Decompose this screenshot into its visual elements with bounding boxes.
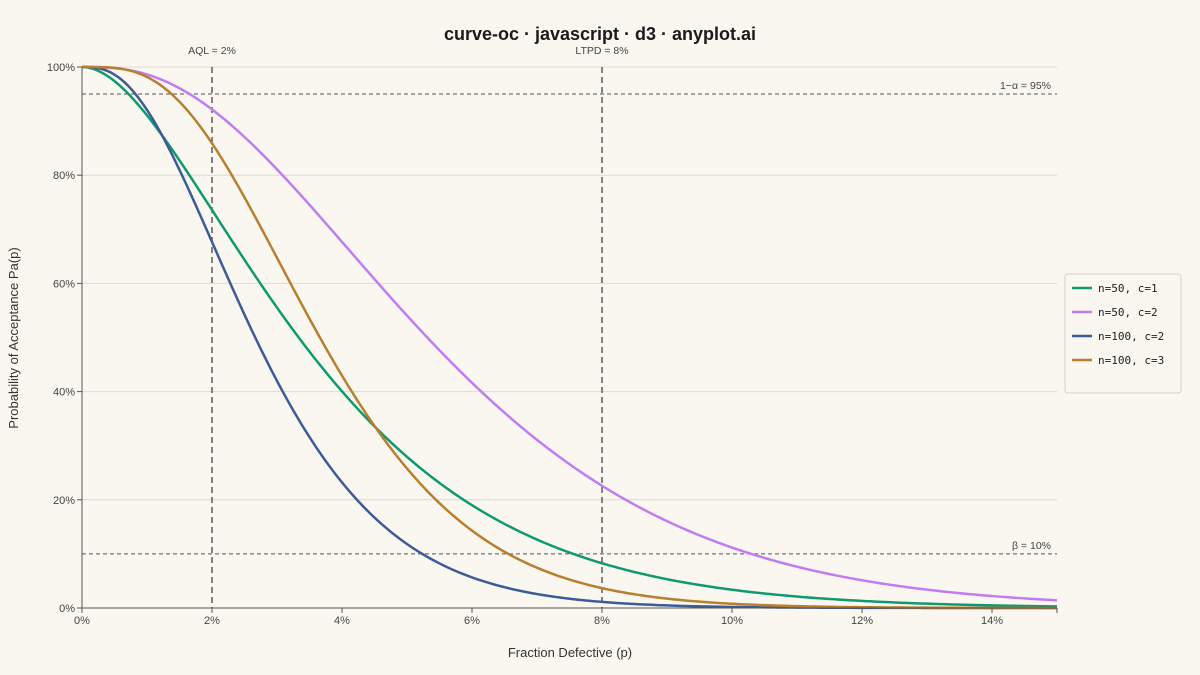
legend-label: n=50, c=2 [1098, 306, 1158, 319]
x-tick-label: 14% [981, 615, 1003, 627]
legend-label: n=50, c=1 [1098, 282, 1158, 295]
gridlines [82, 66, 1057, 501]
y-tick-label: 100% [47, 62, 75, 74]
legend: n=50, c=1 n=50, c=2 n=100, c=2 n=100, c=3 [1064, 273, 1182, 394]
x-tick-label: 12% [851, 615, 873, 627]
series-line [81, 65, 1058, 608]
series-line [82, 65, 1058, 602]
reference-lines: 1−α = 95% β = 10% AQL = 2% LTPD = 8% [82, 45, 1057, 608]
y-tick-label: 20% [53, 495, 75, 507]
x-tick-label: 6% [464, 615, 480, 627]
x-tick-label: 4% [334, 615, 350, 627]
y-tick-label: 80% [53, 170, 75, 182]
series-line [81, 65, 1057, 610]
y-tick-label: 40% [53, 387, 75, 399]
x-tick-label: 0% [74, 615, 90, 627]
axes: 0% 20% 40% 60% 80% 100% 0% 2% 4% 6% 8% 10% 12% 14% [47, 62, 1058, 627]
reference-label: 1−α = 95% [1000, 80, 1051, 92]
x-tick-label: 2% [204, 615, 220, 627]
x-tick-label: 8% [594, 615, 610, 627]
legend-box [1064, 273, 1182, 394]
reference-label: LTPD = 8% [575, 45, 628, 57]
legend-label: n=100, c=3 [1098, 354, 1164, 367]
chart-title: curve-oc · javascript · d3 · anyplot.ai [444, 24, 756, 44]
y-axis-label: Probability of Acceptance Pa(p) [6, 247, 21, 428]
legend-label: n=100, c=2 [1098, 330, 1164, 343]
reference-label: AQL = 2% [188, 45, 236, 57]
series-line [82, 65, 1057, 610]
y-tick-label: 0% [59, 603, 75, 615]
y-tick-label: 60% [53, 278, 75, 290]
reference-label: β = 10% [1012, 540, 1051, 552]
curves [81, 65, 1058, 610]
x-axis-label: Fraction Defective (p) [508, 645, 632, 660]
x-tick-label: 10% [721, 615, 743, 627]
